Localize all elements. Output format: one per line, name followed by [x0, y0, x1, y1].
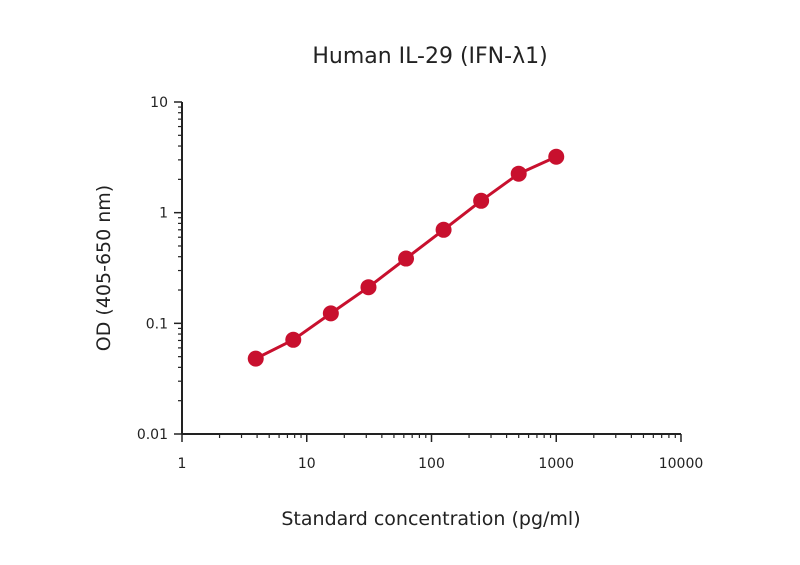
y-axis-label: OD (405-650 nm)	[93, 185, 115, 351]
x-tick-label: 1000	[538, 456, 574, 472]
data-point	[360, 279, 377, 296]
data-point	[435, 221, 452, 238]
x-tick-label: 10	[298, 456, 316, 472]
data-point	[247, 350, 264, 367]
data-point	[322, 305, 339, 322]
data-point	[548, 148, 565, 165]
y-tick-label: 1	[159, 206, 168, 222]
x-axis-label: Standard concentration (pg/ml)	[281, 508, 580, 530]
tick-labels: 1 10 100 1000 10000 0.01 0.1 1 10	[137, 95, 703, 472]
ticks	[174, 101, 682, 442]
x-tick-label: 1	[178, 456, 187, 472]
axes	[181, 102, 681, 435]
x-tick-label: 100	[418, 456, 445, 472]
data-point	[398, 250, 415, 267]
plot-area	[247, 148, 565, 367]
data-point	[285, 331, 302, 348]
data-point	[510, 165, 527, 182]
y-tick-label: 10	[150, 95, 168, 111]
y-tick-label: 0.1	[146, 316, 168, 332]
chart-title: Human IL-29 (IFN-λ1)	[312, 44, 547, 69]
data-point	[473, 192, 490, 209]
x-tick-label: 10000	[659, 456, 704, 472]
y-tick-label: 0.01	[137, 427, 168, 443]
